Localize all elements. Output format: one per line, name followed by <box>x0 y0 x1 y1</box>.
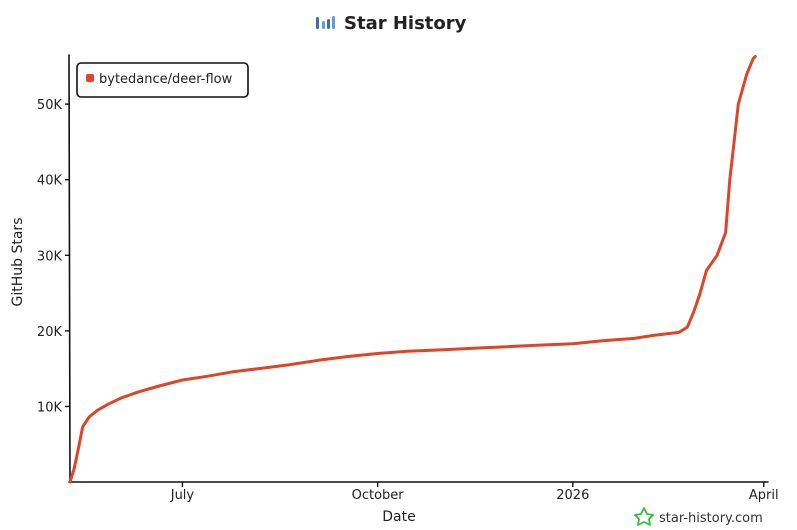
y-tick-label: 10K <box>37 400 63 415</box>
legend: bytedance/deer-flow <box>76 62 249 98</box>
watermark-text: star-history.com <box>659 511 763 526</box>
chart-title-text: Star History <box>344 13 467 34</box>
x-tick-label: April <box>749 488 779 503</box>
watermark: star-history.com <box>634 507 763 526</box>
x-axis-ticks: July October 2026 April <box>170 482 779 503</box>
legend-swatch <box>86 74 94 82</box>
y-tick-label: 30K <box>37 249 63 264</box>
y-tick-label: 40K <box>37 174 63 189</box>
y-axis-line <box>68 54 71 483</box>
x-tick-label: July <box>170 488 195 503</box>
x-tick-label: 2026 <box>556 488 589 503</box>
y-axis-title: GitHub Stars <box>10 218 26 307</box>
axes <box>68 54 769 483</box>
series-layer <box>68 55 757 484</box>
y-tick-label: 20K <box>37 325 63 340</box>
legend-label: bytedance/deer-flow <box>99 72 233 87</box>
x-axis-title: Date <box>382 509 415 525</box>
x-tick-label: October <box>352 488 405 503</box>
legend-box <box>76 62 249 98</box>
series-line-0 <box>68 55 757 484</box>
y-axis-ticks: 10K 20K 30K 40K 50K <box>37 98 70 415</box>
chart-title: Star History <box>316 13 467 34</box>
star-logo-icon <box>634 507 654 526</box>
y-tick-label: 50K <box>37 98 63 113</box>
star-history-logo-icon <box>316 16 335 29</box>
